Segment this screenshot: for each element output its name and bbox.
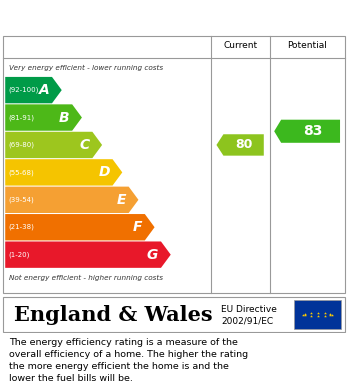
Text: D: D [98,165,110,179]
Text: (21-38): (21-38) [9,224,34,230]
Text: C: C [79,138,89,152]
Text: 80: 80 [235,138,253,151]
Polygon shape [5,104,82,131]
Text: 2002/91/EC: 2002/91/EC [221,317,273,326]
Text: (92-100): (92-100) [9,87,39,93]
Text: EU Directive: EU Directive [221,305,277,314]
Text: Not energy efficient - higher running costs: Not energy efficient - higher running co… [9,275,163,282]
Text: (69-80): (69-80) [9,142,35,148]
Text: A: A [39,83,49,97]
Text: F: F [133,220,142,234]
Text: 83: 83 [303,124,322,138]
Text: (81-91): (81-91) [9,114,35,121]
Polygon shape [5,187,139,213]
Polygon shape [5,242,171,268]
Text: (55-68): (55-68) [9,169,34,176]
Polygon shape [5,132,102,158]
Text: (39-54): (39-54) [9,197,34,203]
Text: Potential: Potential [287,41,327,50]
Text: B: B [59,111,69,124]
Bar [294,300,341,329]
Text: The energy efficiency rating is a measure of the
overall efficiency of a home. T: The energy efficiency rating is a measur… [9,338,248,383]
Polygon shape [5,214,155,240]
Polygon shape [274,120,340,143]
Polygon shape [5,77,62,103]
Text: (1-20): (1-20) [9,251,30,258]
Text: G: G [147,248,158,262]
Text: Energy Efficiency Rating: Energy Efficiency Rating [9,10,219,25]
Text: England & Wales: England & Wales [14,305,213,325]
Polygon shape [216,134,264,156]
Text: Current: Current [223,41,257,50]
Text: E: E [117,193,126,207]
Text: Very energy efficient - lower running costs: Very energy efficient - lower running co… [9,65,163,71]
Polygon shape [5,159,122,186]
